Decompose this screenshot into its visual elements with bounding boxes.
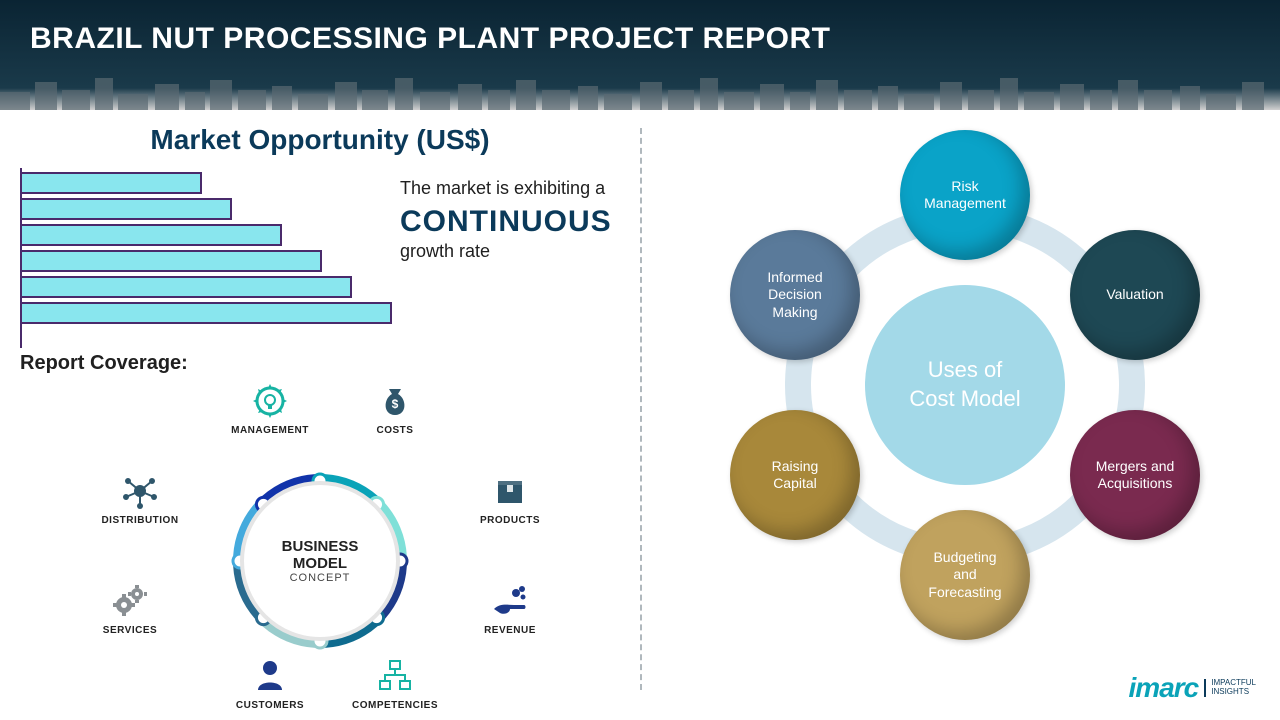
page-title: BRAZIL NUT PROCESSING PLANT PROJECT REPO… [30, 22, 1250, 56]
cost-model-node: BudgetingandForecasting [900, 510, 1030, 640]
cost-model-center-label: Uses ofCost Model [909, 356, 1020, 413]
bm-satellite-label: SERVICES [103, 625, 157, 636]
bm-center-line2: MODEL [293, 555, 347, 572]
gear-bulb-icon [250, 381, 290, 421]
bm-satellite-management: MANAGEMENT [220, 381, 320, 436]
box-icon [490, 471, 530, 511]
brand-tagline-l1: IMPACTFUL [1211, 678, 1256, 687]
org-chart-icon [375, 656, 415, 696]
business-model-center: BUSINESS MODEL CONCEPT [240, 481, 400, 641]
bm-center-line1: BUSINESS [282, 538, 359, 555]
cost-model-node: RaisingCapital [730, 410, 860, 540]
cogs-icon [110, 581, 150, 621]
bm-satellite-label: MANAGEMENT [231, 425, 309, 436]
bm-satellite-distribution: DISTRIBUTION [90, 471, 190, 526]
market-bar [22, 276, 352, 298]
growth-line2: growth rate [400, 241, 620, 262]
right-panel: Uses ofCost Model RiskManagement Valuatio… [640, 110, 1280, 720]
content: Market Opportunity (US$) The market is e… [0, 110, 1280, 720]
bm-satellite-services: SERVICES [80, 581, 180, 636]
market-opportunity-title: Market Opportunity (US$) [20, 124, 620, 156]
market-bar [22, 172, 202, 194]
bm-satellite-label: DISTRIBUTION [101, 515, 178, 526]
bm-satellite-label: PRODUCTS [480, 515, 540, 526]
report-coverage: Report Coverage: BUSINESS MODEL CONCEPT … [20, 352, 620, 711]
growth-text-block: The market is exhibiting a CONTINUOUS gr… [400, 168, 620, 348]
bm-satellite-label: COSTS [377, 425, 414, 436]
money-bag-icon: $ [375, 381, 415, 421]
growth-emphasis: CONTINUOUS [400, 205, 620, 239]
cost-model-node: RiskManagement [900, 130, 1030, 260]
cost-model-center: Uses ofCost Model [865, 285, 1065, 485]
bm-satellite-competencies: COMPETENCIES [345, 656, 445, 711]
bm-satellite-label: COMPETENCIES [352, 700, 438, 711]
network-icon [120, 471, 160, 511]
skyline-decor [0, 72, 1280, 110]
bm-center-line3: CONCEPT [290, 572, 351, 584]
market-bar [22, 302, 392, 324]
brand-tagline-l2: INSIGHTS [1211, 687, 1249, 696]
cost-model-diagram: Uses ofCost Model RiskManagement Valuatio… [640, 110, 1280, 720]
market-opportunity-row: The market is exhibiting a CONTINUOUS gr… [20, 168, 620, 348]
bm-satellite-revenue: REVENUE [460, 581, 560, 636]
market-bar [22, 224, 282, 246]
market-bar [22, 198, 232, 220]
hand-coins-icon [490, 581, 530, 621]
business-model-diagram: BUSINESS MODEL CONCEPT MANAGEMENT $ COSTS D… [20, 381, 620, 711]
market-bar-chart [20, 168, 380, 348]
svg-text:$: $ [392, 397, 399, 411]
bm-satellite-label: CUSTOMERS [236, 700, 304, 711]
market-bar [22, 250, 322, 272]
bm-satellite-costs: $ COSTS [345, 381, 445, 436]
cost-model-node: Valuation [1070, 230, 1200, 360]
cost-model-node: Mergers andAcquisitions [1070, 410, 1200, 540]
bm-satellite-products: PRODUCTS [460, 471, 560, 526]
header: BRAZIL NUT PROCESSING PLANT PROJECT REPO… [0, 0, 1280, 110]
cost-model-node: InformedDecisionMaking [730, 230, 860, 360]
bm-satellite-customers: CUSTOMERS [220, 656, 320, 711]
person-icon [250, 656, 290, 696]
brand-name: imarc [1129, 672, 1199, 704]
left-panel: Market Opportunity (US$) The market is e… [0, 110, 640, 720]
bm-satellite-label: REVENUE [484, 625, 536, 636]
growth-line1: The market is exhibiting a [400, 178, 620, 199]
brand-logo: imarc IMPACTFUL INSIGHTS [1129, 672, 1256, 704]
report-coverage-title: Report Coverage: [20, 352, 620, 375]
brand-tagline: IMPACTFUL INSIGHTS [1204, 679, 1256, 697]
